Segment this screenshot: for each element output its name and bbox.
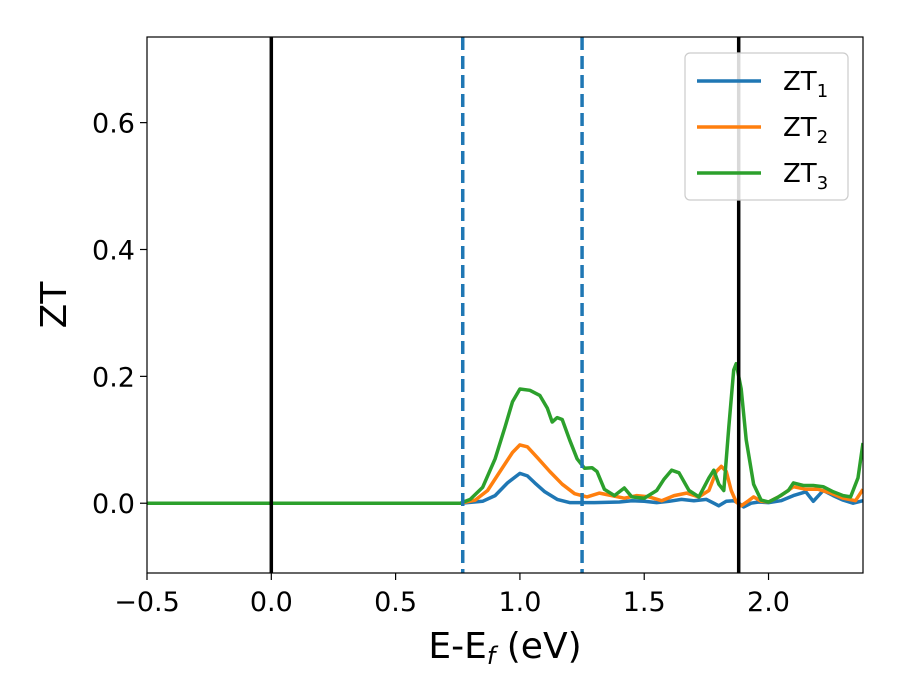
legend-entry-zt2: ZT2	[783, 113, 828, 148]
x-tick-label: 1.0	[498, 587, 541, 618]
y-axis-label: ZT	[34, 281, 75, 329]
axes-frame	[146, 36, 864, 574]
legend-entry-zt3: ZT3	[783, 159, 828, 194]
x-axis-label-base: E-E	[428, 626, 486, 667]
series-line-zt3	[147, 361, 863, 505]
legend-entry-subscript: 2	[817, 127, 828, 148]
axes: −0.5 0.0 0.5 1.0 1.5 2.0 0.0 0.2 0.4 0.6	[92, 36, 864, 618]
legend-entry-zt1: ZT1	[783, 67, 828, 102]
legend-entry-name: ZT	[783, 113, 817, 143]
y-tick-label: 0.4	[92, 235, 135, 266]
x-tick-label: 0.5	[374, 587, 417, 618]
x-axis-label-unit: (eV)	[495, 626, 581, 667]
y-tick-label: 0.2	[92, 362, 135, 393]
legend-entry-name: ZT	[783, 159, 817, 189]
legend-entry-name: ZT	[783, 67, 817, 97]
x-axis-label: E-Ef (eV)	[428, 626, 581, 670]
legend-box	[684, 52, 849, 201]
x-tick-label: 0.0	[250, 587, 293, 618]
x-tick-label: 1.5	[623, 587, 666, 618]
series-line-zt1	[147, 471, 863, 509]
x-tick-label: 2.0	[747, 587, 790, 618]
x-tick-label: −0.5	[114, 587, 180, 618]
series-line-zt2	[147, 443, 863, 508]
y-tick-label: 0.6	[92, 109, 135, 140]
plot-content	[147, 37, 863, 573]
legend-entry-subscript: 3	[817, 173, 828, 194]
y-tick-label: 0.0	[92, 489, 135, 520]
legend-entry-subscript: 1	[817, 81, 828, 102]
plot-area	[147, 37, 863, 573]
